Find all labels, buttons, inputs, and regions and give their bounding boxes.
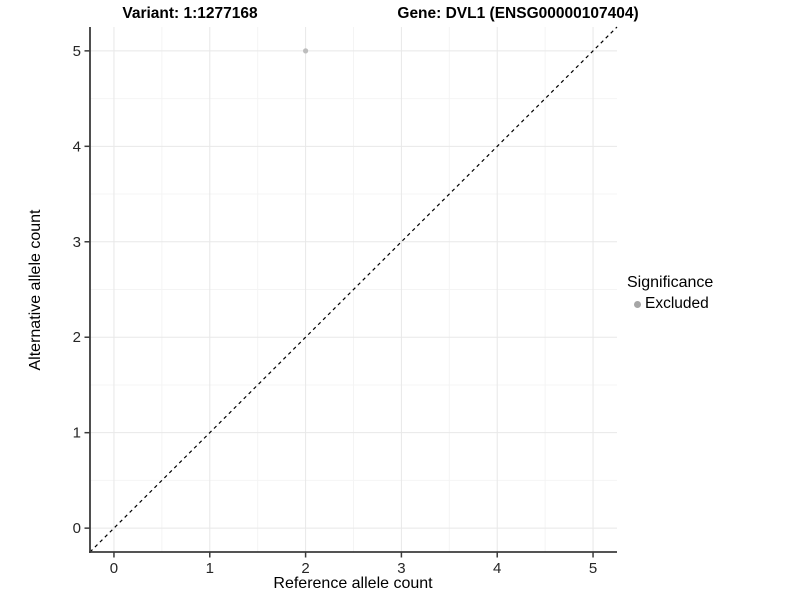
y-tick-label: 4 [73,138,81,155]
identity-reference-line [89,26,618,553]
plot-title-gene: Gene: DVL1 (ENSG00000107404) [397,5,639,22]
y-tick-label: 0 [73,520,81,537]
y-axis-title: Alternative allele count [27,209,44,371]
y-tick-label: 5 [73,43,81,60]
x-tick-label: 4 [493,560,501,577]
y-tick-label: 2 [73,329,81,346]
legend-item-label: Excluded [645,295,709,312]
data-point [302,48,309,54]
plot-title-variant: Variant: 1:1277168 [122,5,258,22]
legend-title: Significance [627,274,714,291]
x-tick-label: 3 [397,560,405,577]
x-tick-label: 2 [301,560,309,577]
x-tick-label: 5 [589,560,597,577]
legend-items: Excluded [627,295,713,313]
x-axis-title: Reference allele count [273,575,433,592]
x-tick-label: 1 [206,560,214,577]
y-tick-label: 3 [73,234,81,251]
x-tick-label: 0 [110,560,118,577]
y-tick-label: 1 [73,425,81,442]
legend-item: Excluded [627,295,713,313]
circle-marker-icon [634,300,641,308]
legend: Significance Excluded [627,274,713,313]
